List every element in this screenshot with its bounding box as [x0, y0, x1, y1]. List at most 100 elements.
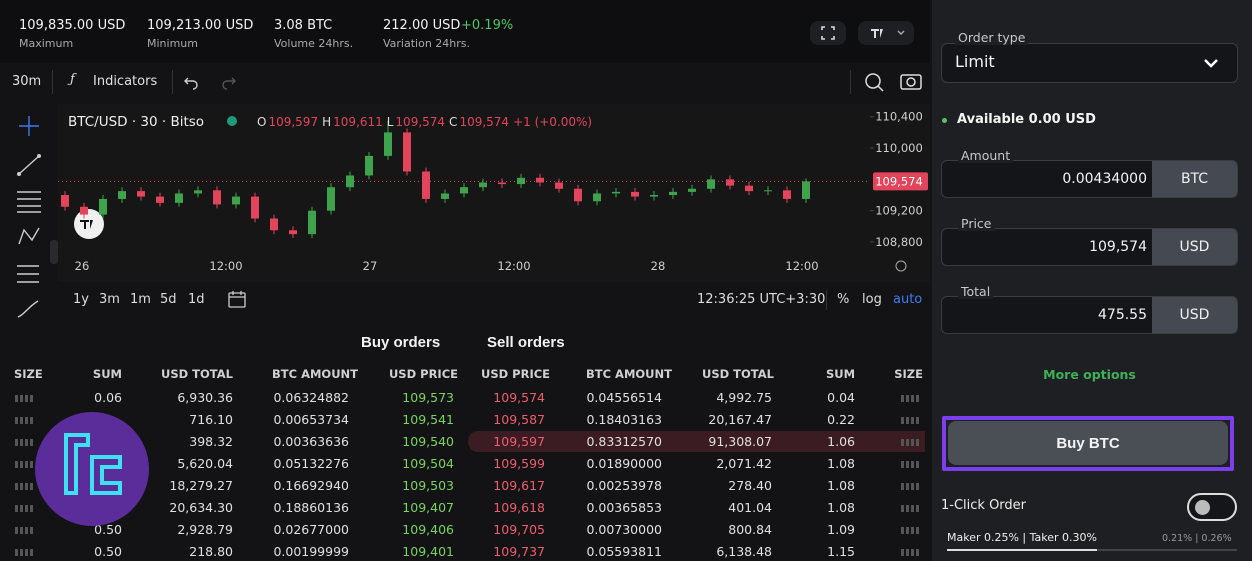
amount-unit: BTC	[1152, 161, 1237, 197]
x-tick-label: 12:00	[209, 259, 242, 273]
settings-icon[interactable]	[895, 260, 907, 272]
buy-cell: 20,634.30	[169, 500, 233, 515]
size-bar	[15, 483, 33, 490]
sell-cell: 0.00365853	[586, 500, 662, 515]
candle-body	[365, 155, 373, 176]
more-options-link[interactable]: More options	[1043, 367, 1136, 382]
sell-cell: 1.15	[827, 544, 855, 559]
interval-button[interactable]: 30m	[12, 74, 42, 89]
icon	[871, 29, 905, 38]
buy-cell: 5,620.04	[177, 456, 233, 471]
order-type-select[interactable]	[941, 43, 1238, 83]
undo-redo[interactable]	[180, 72, 240, 92]
sell-cell: 800.84	[728, 522, 772, 537]
sell-cell: 0.01890000	[586, 456, 662, 471]
divider	[172, 70, 173, 94]
size-bar	[901, 461, 919, 468]
candle-body	[688, 188, 696, 192]
date-range-icon[interactable]	[226, 290, 250, 310]
buy-cell: 2,928.79	[177, 522, 233, 537]
ohlc-value: 109,574	[395, 115, 446, 129]
y-tick-label: 108,800	[875, 235, 923, 249]
candle-body	[726, 179, 734, 186]
sell-cell: 1.08	[827, 456, 855, 471]
sell-cell: 278.40	[728, 478, 772, 493]
scale-option[interactable]: log	[862, 292, 882, 307]
tv-logo	[74, 209, 104, 239]
chevron	[1204, 59, 1218, 68]
buy-price: 109,573	[402, 390, 454, 405]
candle-body	[61, 195, 69, 207]
drawing-tools[interactable]	[12, 112, 48, 324]
buy-cell: 0.00653734	[273, 412, 349, 427]
buy-button[interactable]: Buy BTC	[948, 421, 1228, 465]
column-header: USD TOTAL	[702, 367, 774, 381]
sell-cell: 0.04	[827, 390, 855, 405]
field-label: Price	[958, 216, 995, 231]
range-button[interactable]: 1m	[130, 292, 151, 307]
fullscreen-button[interactable]	[810, 21, 846, 45]
collapse-handle[interactable]	[50, 240, 58, 264]
one-click-label: 1-Click Order	[941, 498, 1027, 513]
order-type-value: Limit	[955, 52, 995, 71]
buy-price: 109,541	[402, 412, 454, 427]
size-bar	[15, 439, 33, 446]
candle-body	[498, 182, 506, 185]
sell-price: 109,599	[493, 456, 545, 471]
sell-cell: 0.00253978	[586, 478, 662, 493]
y-tick-label: 109,200	[875, 204, 923, 218]
sell-price: 109,574	[493, 390, 545, 405]
watermark-logo	[35, 412, 149, 526]
scale-option[interactable]: %	[837, 292, 850, 307]
fee-progress	[947, 549, 1097, 551]
candle-body	[783, 190, 791, 199]
range-button[interactable]: 3m	[99, 292, 120, 307]
stat-label: Minimum	[147, 37, 198, 50]
size-bar	[901, 505, 919, 512]
last-price-tag	[873, 172, 928, 191]
one-click-toggle[interactable]	[1187, 493, 1237, 521]
candle-body	[612, 191, 620, 194]
candle-body	[441, 193, 449, 199]
range-button[interactable]: 5d	[160, 292, 177, 307]
buy-cell: 398.32	[189, 434, 233, 449]
y-tick-label: 110,400	[875, 110, 923, 124]
size-bar	[901, 549, 919, 556]
x-tick-label: 28	[651, 259, 666, 273]
status-dot	[227, 116, 237, 126]
stat-label: Maximum	[19, 37, 74, 50]
column-header: SIZE	[14, 367, 43, 381]
column-header: SUM	[826, 367, 856, 381]
buy-cell: 0.50	[94, 544, 122, 559]
highlight-frame	[942, 416, 1234, 471]
ohlc-key: C	[449, 115, 458, 129]
x-tick-label: 27	[363, 259, 378, 273]
candle-body	[631, 191, 639, 197]
candle-body	[593, 193, 601, 202]
stat-value: 109,835.00 USD	[19, 18, 126, 33]
candle-body	[137, 191, 145, 197]
range-bar: 1y 3m 1m 5d 1d 12:36:25 UTC+3:30% log auto	[0, 282, 930, 318]
column-header: SUM	[92, 367, 122, 381]
scale-option[interactable]: auto	[893, 292, 923, 307]
ohlc-key: H	[322, 115, 332, 129]
buy-cell: 0.06	[94, 390, 122, 405]
clock: 12:36:25 UTC+3:30	[697, 292, 826, 307]
range-button[interactable]: 1d	[188, 292, 205, 307]
buy-price: 109,503	[402, 478, 454, 493]
stats-bar	[0, 0, 930, 63]
size-bar	[901, 527, 919, 534]
chart-menu-button[interactable]	[858, 21, 914, 45]
buy-cell: 0.00363636	[273, 434, 349, 449]
candle-body	[707, 179, 715, 189]
buy-price: 109,407	[402, 500, 454, 515]
snapshot-tools[interactable]	[862, 70, 924, 94]
size-bar	[15, 549, 33, 556]
available-balance: Available 0.00 USD	[957, 112, 1096, 127]
indicators-button[interactable]: Indicators	[93, 74, 158, 89]
chart-symbol: BTC/USD · 30 · Bitso	[68, 114, 205, 130]
candle-body	[669, 191, 677, 196]
sell-cell: 6,138.48	[716, 544, 772, 559]
range-button[interactable]: 1y	[73, 292, 89, 307]
column-header: USD PRICE	[388, 367, 458, 381]
